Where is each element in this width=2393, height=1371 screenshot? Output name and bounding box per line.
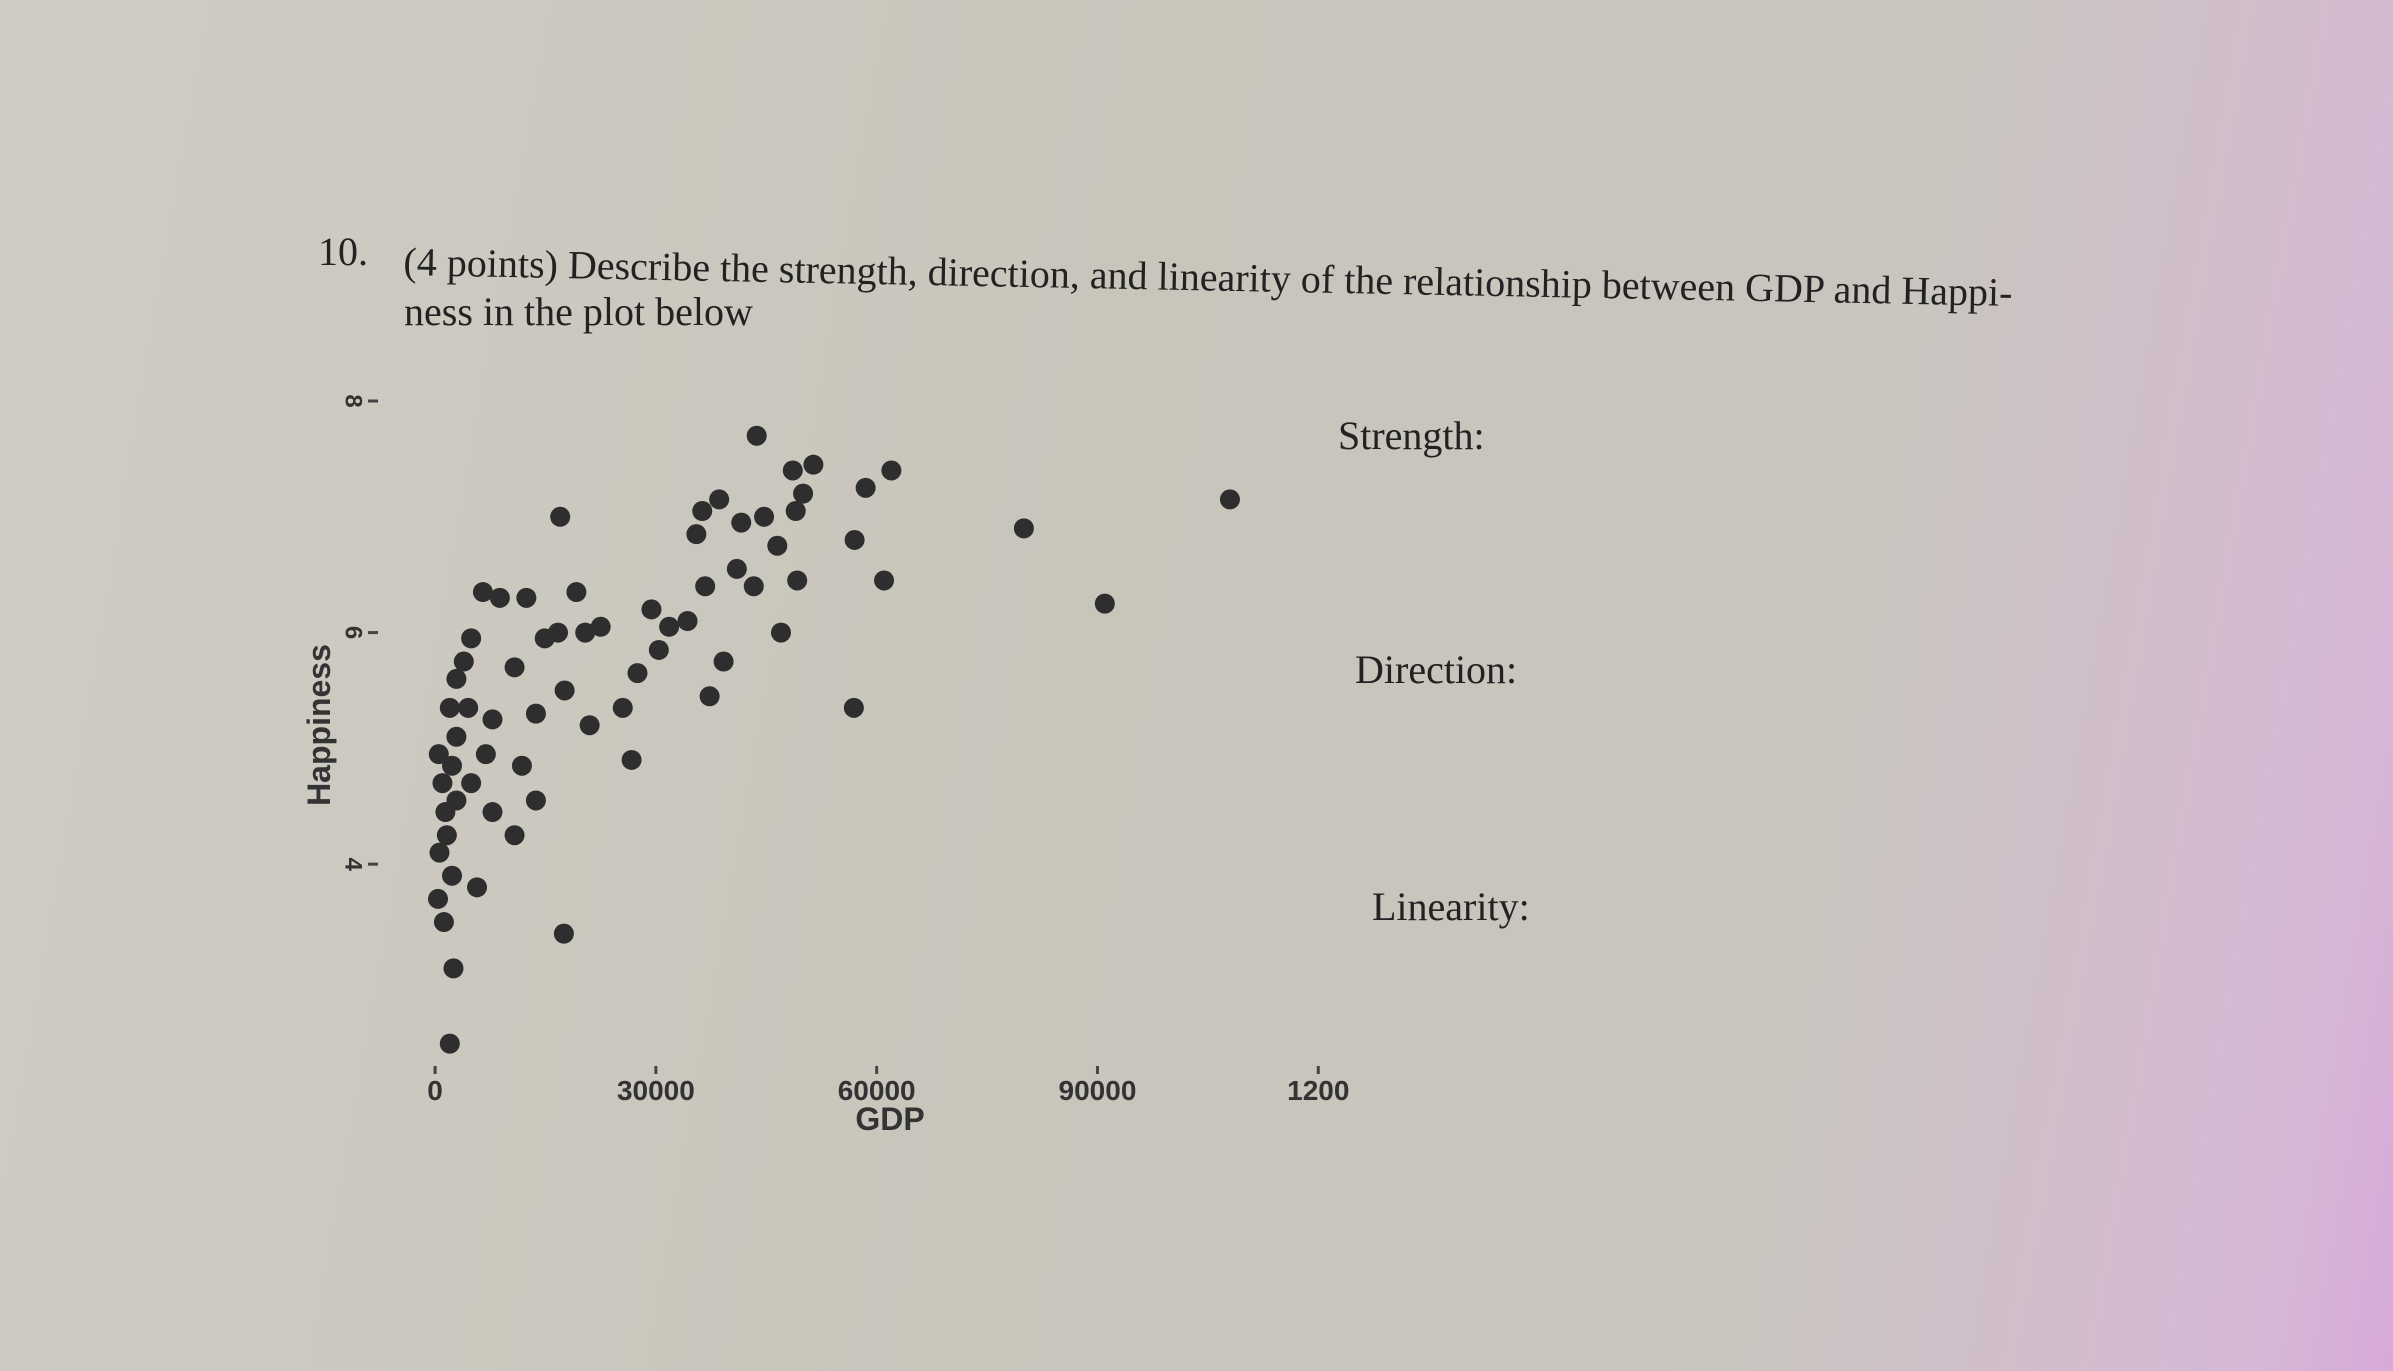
point: [504, 657, 525, 678]
y-tick-label: 6: [340, 626, 367, 639]
point: [461, 773, 482, 794]
point: [699, 686, 720, 707]
point: [659, 616, 680, 637]
prompt: Linearity:: [1372, 884, 1530, 929]
point: [844, 529, 865, 550]
point: [467, 877, 488, 898]
point: [443, 958, 464, 979]
point: [550, 506, 571, 527]
point: [482, 802, 503, 823]
point: [746, 425, 767, 446]
point: [1094, 593, 1115, 614]
point: [709, 489, 730, 510]
point: [612, 697, 633, 718]
point: [621, 749, 642, 770]
y-tick-label: 8: [340, 394, 367, 407]
x-tick-label: 0: [427, 1075, 443, 1106]
point: [771, 622, 791, 643]
point: [754, 506, 775, 527]
point: [442, 865, 463, 886]
question-number: 10.: [318, 229, 368, 274]
point: [504, 825, 525, 846]
point: [627, 663, 648, 684]
y-tick-label: 4: [340, 857, 367, 871]
point: [446, 668, 467, 689]
point: [436, 825, 457, 846]
x-tick-label: 30000: [617, 1075, 695, 1106]
point: [731, 512, 752, 533]
point: [787, 570, 808, 591]
point: [475, 744, 496, 765]
point: [534, 628, 555, 649]
point: [648, 639, 669, 660]
point: [1013, 518, 1034, 539]
point: [803, 454, 824, 475]
point: [482, 709, 503, 730]
point: [575, 622, 596, 643]
point: [453, 651, 474, 672]
point: [695, 576, 716, 597]
point: [429, 842, 450, 863]
point: [439, 697, 460, 718]
point: [881, 460, 902, 481]
point: [516, 587, 537, 608]
prompt: Strength:: [1338, 413, 1485, 458]
point: [428, 888, 449, 909]
point: [433, 912, 454, 933]
x-tick-label: 60000: [838, 1075, 916, 1106]
point: [442, 755, 463, 776]
point: [432, 773, 453, 794]
prompt: Direction:: [1355, 647, 1518, 692]
point: [525, 790, 546, 811]
point: [461, 628, 482, 649]
point: [566, 582, 587, 603]
point: [553, 923, 574, 944]
point: [489, 587, 510, 608]
point: [446, 726, 467, 747]
point: [743, 576, 764, 597]
point: [511, 755, 532, 776]
point: [525, 703, 546, 724]
point: [677, 611, 698, 631]
point: [641, 599, 662, 620]
point: [843, 697, 864, 718]
y-axis-label: Happiness: [301, 644, 337, 806]
point: [1219, 489, 1240, 510]
point: [435, 802, 456, 823]
point: [579, 715, 600, 736]
point: [692, 501, 713, 521]
point: [428, 744, 449, 765]
point: [855, 477, 876, 498]
point: [767, 535, 788, 556]
point: [554, 680, 575, 701]
point: [472, 582, 493, 603]
point: [686, 524, 707, 545]
point: [726, 558, 747, 579]
x-axis-label: GDP: [855, 1101, 924, 1137]
question-text: ness in the plot below: [404, 289, 753, 334]
point: [782, 460, 803, 481]
point: [458, 697, 479, 718]
point: [874, 570, 895, 591]
x-tick-label: 90000: [1059, 1075, 1137, 1106]
point: [713, 651, 734, 672]
x-tick-label: 1200: [1287, 1075, 1349, 1106]
point: [785, 501, 806, 521]
point: [439, 1033, 460, 1054]
point: [793, 483, 814, 504]
point: [590, 616, 611, 637]
